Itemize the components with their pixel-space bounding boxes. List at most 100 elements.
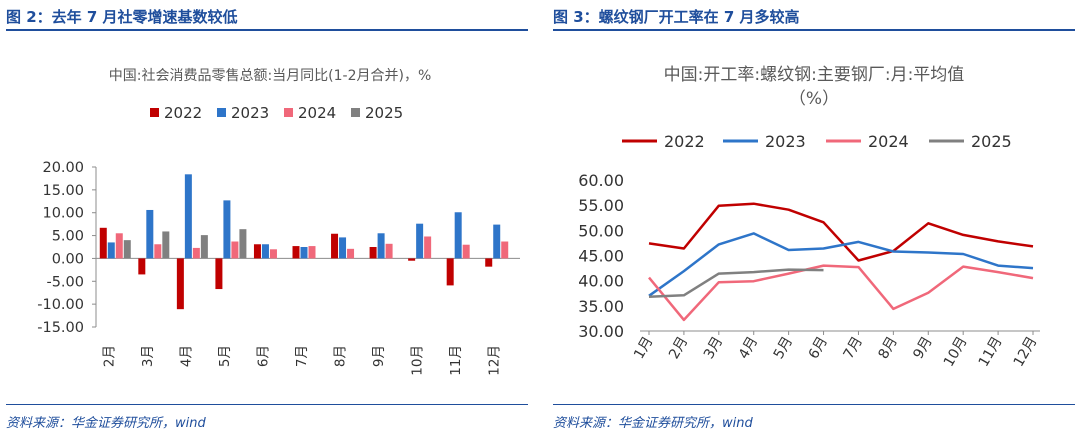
right-y-tick-label: 45.00 [578, 247, 624, 266]
bar-2022-6月 [253, 244, 261, 259]
bar-2022-12月 [485, 258, 493, 267]
series-line-2023 [648, 232, 1034, 297]
bar-2024-9月 [385, 243, 393, 259]
right-y-tick-label: 55.00 [578, 196, 624, 215]
right-x-tick-label: 12月 [1011, 334, 1041, 370]
bar-2022-7月 [292, 246, 300, 259]
bar-2025-2月 [123, 240, 131, 259]
left-x-tick-label: 2月 [101, 345, 117, 367]
bar-2024-10月 [424, 236, 432, 259]
bar-2023-2月 [107, 242, 115, 259]
right-y-tick-label: 30.00 [578, 322, 624, 341]
right-x-tick-label: 5月 [771, 334, 796, 362]
legend-label-2023: 2023 [765, 132, 806, 151]
bar-2023-12月 [493, 224, 501, 259]
right-y-tick-label: 40.00 [578, 272, 624, 291]
bar-2024-11月 [462, 244, 470, 259]
bar-2024-5月 [231, 241, 239, 259]
legend-label-2025: 2025 [971, 132, 1012, 151]
left-y-tick-label: 15.00 [42, 183, 84, 199]
left-source: 资料来源：华金证券研究所，wind [6, 416, 206, 431]
left-x-tick-label: 3月 [140, 345, 156, 367]
right-y-tick-label: 50.00 [578, 221, 624, 240]
bar-2023-9月 [377, 233, 385, 259]
bar-2024-2月 [115, 233, 123, 259]
legend-label-2024: 2024 [868, 132, 909, 151]
bar-2022-10月 [408, 258, 416, 261]
right-footer-rule [553, 404, 1075, 405]
bar-2023-10月 [416, 223, 424, 259]
bar-2023-7月 [300, 247, 308, 259]
bar-2024-8月 [347, 248, 355, 259]
series-line-2024 [648, 264, 1034, 322]
bar-2023-6月 [261, 244, 269, 259]
right-x-tick-label: 11月 [976, 334, 1006, 370]
left-y-tick-label: -15.00 [37, 320, 84, 336]
right-x-tick-label: 7月 [841, 334, 866, 362]
bar-2024-6月 [269, 249, 277, 259]
bar-2024-4月 [192, 247, 200, 259]
bar-2023-3月 [146, 209, 154, 259]
bar-2023-11月 [454, 212, 462, 259]
right-x-tick-label: 10月 [941, 334, 971, 370]
left-x-tick-label: 9月 [371, 345, 387, 367]
bar-2022-8月 [331, 233, 339, 259]
left-y-tick-label: -5.00 [46, 274, 84, 290]
left-y-tick-label: 20.00 [42, 160, 84, 176]
right-chart-title-unit: （%） [789, 89, 839, 109]
left-y-tick-label: 5.00 [52, 229, 84, 245]
bar-2022-9月 [369, 247, 377, 259]
right-x-tick-label: 9月 [910, 334, 935, 362]
bar-2022-4月 [176, 258, 184, 310]
legend-label-2022: 2022 [664, 132, 705, 151]
legend-swatch-2022 [150, 108, 159, 117]
left-x-tick-label: 5月 [217, 345, 233, 367]
right-figure-title: 图 3：螺纹钢厂开工率在 7 月多较高 [553, 8, 800, 26]
right-x-tick-label: 8月 [876, 334, 901, 362]
bar-2023-8月 [339, 237, 347, 259]
right-x-tick-label: 1月 [631, 334, 656, 362]
bar-2022-11月 [446, 258, 454, 286]
left-figure-title: 图 2：去年 7 月社零增速基数较低 [6, 8, 238, 26]
bar-2024-3月 [154, 244, 162, 259]
left-y-tick-label: 0.00 [52, 251, 84, 267]
bar-2022-3月 [138, 258, 146, 275]
right-y-tick-label: 60.00 [578, 171, 624, 190]
right-header-rule [553, 29, 1075, 31]
legend-label-2023: 2023 [231, 104, 269, 122]
bar-2024-7月 [308, 246, 316, 259]
bar-2025-5月 [239, 229, 247, 259]
bar-2022-2月 [99, 227, 107, 259]
left-y-tick-label: 10.00 [42, 206, 84, 222]
left-x-tick-label: 10月 [410, 345, 426, 376]
right-source: 资料来源：华金证券研究所，wind [553, 416, 753, 431]
left-x-tick-label: 4月 [178, 345, 194, 367]
left-y-tick-label: -10.00 [37, 297, 84, 313]
left-chart-title: 中国:社会消费品零售总额:当月同比(1-2月合并)，% [109, 68, 432, 84]
bar-2024-12月 [501, 241, 509, 259]
series-line-2025 [648, 268, 824, 299]
left-x-tick-label: 7月 [294, 345, 310, 367]
series-line-2022 [648, 202, 1034, 262]
legend-swatch-2024 [284, 108, 293, 117]
legend-label-2022: 2022 [164, 104, 202, 122]
bar-2023-5月 [223, 200, 231, 259]
left-x-tick-label: 6月 [255, 345, 271, 367]
left-x-tick-label: 8月 [333, 345, 349, 367]
right-x-tick-label: 3月 [701, 334, 726, 362]
bar-2022-5月 [215, 258, 223, 290]
legend-swatch-2025 [351, 108, 360, 117]
left-footer-rule [6, 404, 528, 405]
legend-swatch-2023 [217, 108, 226, 117]
left-x-tick-label: 11月 [448, 345, 464, 376]
left-x-tick-label: 12月 [487, 345, 503, 376]
right-chart-title: 中国:开工率:螺纹钢:主要钢厂:月:平均值 [664, 65, 965, 85]
bar-2023-4月 [184, 174, 192, 259]
right-y-tick-label: 35.00 [578, 297, 624, 316]
legend-label-2025: 2025 [365, 104, 403, 122]
bar-2025-4月 [200, 235, 208, 259]
legend-label-2024: 2024 [298, 104, 336, 122]
right-x-tick-label: 6月 [806, 334, 831, 362]
left-header-rule [6, 29, 528, 31]
